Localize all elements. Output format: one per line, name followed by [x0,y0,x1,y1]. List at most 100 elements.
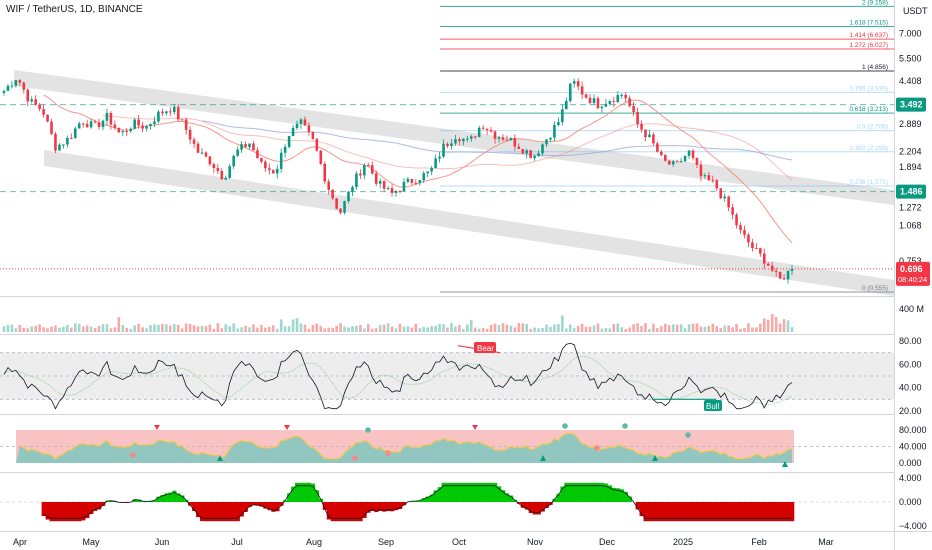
bear-dot [130,452,136,458]
moving-averages [43,94,793,244]
osc2-bar [489,482,494,502]
candle-body [232,155,235,167]
volume-bar [640,326,643,332]
volume-bar [477,328,481,332]
candle-body [244,144,247,148]
osc2-bar [279,502,284,506]
osc2-bar [267,502,272,511]
candle-body [505,139,509,141]
volume-bar [576,325,580,332]
volume-bar [355,325,358,332]
volume-bar [311,324,315,332]
osc2-bar [679,502,684,522]
osc2-bar [615,488,621,502]
candle-body [172,107,176,113]
volume-bar [679,324,683,332]
time-label: Feb [751,537,767,547]
osc2-bar [560,486,565,502]
volume-bar [747,323,750,332]
osc2-bar [786,502,791,522]
rsi-tick: 60.00 [899,359,922,369]
candle-body [303,119,307,126]
volume-bar [485,328,489,332]
osc2-bar [441,482,446,502]
volume-bar [549,326,552,332]
osc2-bar [742,502,747,522]
volume-bar [374,328,378,332]
osc2-bar [180,495,185,502]
osc2-bar [500,490,506,502]
volume-bar [38,324,41,332]
osc2-bar [314,490,320,502]
volume-bar [50,326,53,332]
volume-bar [295,318,299,332]
osc2-bar [243,502,248,512]
candle-body [382,180,386,189]
candle-body [533,155,536,159]
osc2-bar [639,502,644,517]
candle-body [50,121,53,134]
candle-body [786,270,790,280]
candle-body [596,98,600,109]
osc2-bar [433,490,438,502]
price-tick: 4.408 [899,76,922,86]
candle-body [121,130,125,133]
volume-bar [667,325,671,332]
candle-body [165,111,168,114]
osc2-bar [346,502,351,522]
osc2-bar [136,499,141,502]
osc2-bar [540,502,545,512]
candle-body [493,131,497,139]
osc2-bar [607,485,613,502]
osc2-bar [291,486,296,502]
osc2-bar [354,502,359,522]
volume-bar [260,324,263,332]
osc2-bar [702,502,708,522]
osc2-bar [611,487,617,502]
candle-body [30,99,34,102]
candle-body [687,150,691,156]
candle-body [458,139,461,142]
candle-body [275,168,279,174]
bear-dot [594,445,600,451]
oscillator-pane-1 [0,423,894,467]
osc2-bar [184,499,189,502]
osc2-bar [635,502,640,510]
osc2-bar [73,502,78,522]
candle-body [469,136,473,139]
volume-bar [315,323,319,332]
candle-body [513,138,517,147]
candle-body [54,133,57,151]
candle-body [81,123,85,125]
osc2-bar [401,502,407,506]
volume-bar [153,324,156,332]
candle-body [477,127,481,137]
osc2-bar [132,499,137,502]
volume-bar [18,324,22,332]
rsi-line [3,342,793,410]
osc2-bar [714,502,720,522]
candle-body [660,151,663,156]
osc2-bar [683,502,688,522]
bear-label: Bear [477,344,494,353]
candle-body [299,119,303,124]
volume-bar [244,325,247,332]
price-tick: 2.889 [899,119,922,129]
osc2-tick: −4.000 [899,521,927,531]
osc2-bar [156,496,161,502]
price-tick: 1.272 [899,202,922,212]
osc2-bar [215,502,221,522]
osc2-bar [168,492,173,502]
candle-body [770,265,774,271]
volume-bar [81,326,85,332]
rsi-tick: 40.00 [899,383,922,393]
sell-triangle [472,425,478,430]
volume-bar [513,327,517,332]
osc2-bar [508,495,514,502]
candle-body [711,180,715,182]
volume-bar [220,328,224,332]
osc2-bar [477,482,482,502]
osc2-bar [390,502,395,512]
volume-bar [410,327,414,332]
osc2-bar [386,502,391,512]
